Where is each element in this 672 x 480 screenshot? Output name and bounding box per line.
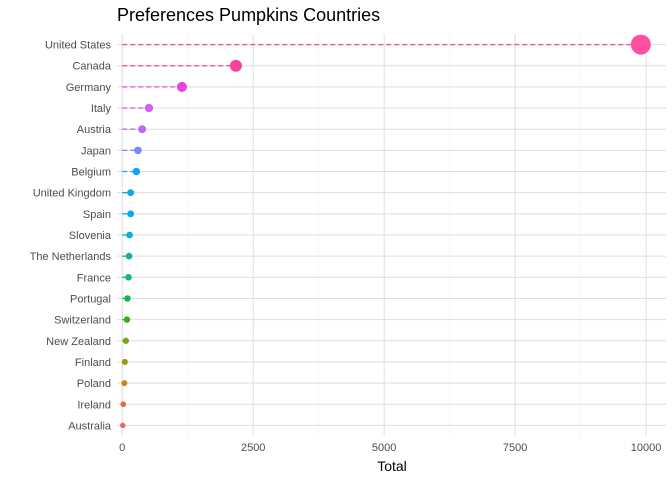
lollipop-point <box>132 167 141 176</box>
x-tick-label: 7500 <box>503 442 527 454</box>
lollipop-point <box>120 401 127 408</box>
chart-title: Preferences Pumpkins Countries <box>117 5 380 25</box>
lollipop-point <box>125 252 133 260</box>
x-tick-label: 2500 <box>241 442 265 454</box>
lollipop-stems <box>122 43 641 427</box>
y-tick-label: New Zealand <box>46 336 111 348</box>
y-tick-label: Switzerland <box>54 315 111 327</box>
y-tick-label: Germany <box>66 82 112 94</box>
lollipop-point <box>144 103 154 113</box>
lollipop-point <box>123 316 131 323</box>
y-tick-label: Australia <box>68 420 112 432</box>
y-tick-label: Italy <box>91 103 112 115</box>
y-tick-label: Finland <box>75 357 111 369</box>
lollipop-point <box>229 59 242 72</box>
lollipop-point <box>630 34 651 55</box>
y-axis-labels: United States Canada Germany Italy Austria Ja… <box>30 40 112 433</box>
lollipop-point <box>120 422 126 429</box>
lollipop-point <box>125 273 132 281</box>
y-tick-label: Portugal <box>70 293 111 305</box>
lollipop-point <box>127 189 135 197</box>
y-tick-label: Canada <box>72 61 111 73</box>
gridlines <box>117 34 666 436</box>
x-tick-label: 10000 <box>631 442 662 454</box>
lollipop-point <box>138 125 147 134</box>
y-tick-label: Belgium <box>71 167 111 179</box>
lollipop-point <box>126 231 133 239</box>
y-tick-label: France <box>77 272 111 284</box>
y-tick-label: United States <box>45 40 112 52</box>
y-tick-label: The Netherlands <box>30 251 112 263</box>
lollipop-point <box>134 146 142 155</box>
y-tick-label: Austria <box>77 124 112 136</box>
y-tick-label: Japan <box>81 145 111 157</box>
lollipop-point <box>121 380 128 387</box>
x-tick-label: 0 <box>119 442 125 454</box>
x-axis-labels: 0 2500 5000 7500 10000 <box>119 442 661 454</box>
x-tick-label: 5000 <box>372 442 396 454</box>
y-tick-label: Poland <box>77 378 111 390</box>
lollipop-points <box>120 34 651 429</box>
lollipop-point <box>121 358 128 365</box>
lollipop-point <box>127 210 135 218</box>
y-tick-label: Spain <box>83 209 111 221</box>
lollipop-point <box>176 81 188 92</box>
y-tick-label: Ireland <box>77 399 111 411</box>
y-tick-label: Slovenia <box>69 230 112 242</box>
x-axis-title: Total <box>377 458 407 474</box>
lollipop-point <box>122 337 130 344</box>
lollipop-point <box>124 295 131 302</box>
y-tick-label: United Kingdom <box>33 188 111 200</box>
